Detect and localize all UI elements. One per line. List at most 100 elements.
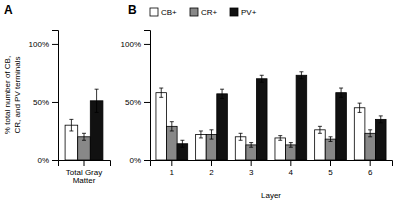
tick-label: 50%: [125, 98, 141, 107]
legend-label: PV+: [241, 8, 257, 17]
tick-label: 5: [328, 168, 333, 177]
tick: 0%: [129, 156, 150, 165]
tick-label: 1: [170, 168, 175, 177]
tick-label: 3: [249, 168, 254, 177]
tick: 0%: [37, 156, 58, 165]
x-axis: 1 2 3 4 5 6: [151, 160, 393, 177]
error-bar: [339, 88, 343, 97]
tick-mark: [211, 160, 212, 166]
bar: [256, 79, 267, 160]
error-bar: [278, 136, 282, 141]
bar: [167, 126, 178, 160]
bar: [315, 130, 326, 160]
tick: 50%: [125, 98, 150, 107]
error-bar: [289, 143, 293, 148]
tick-label: 0%: [129, 156, 141, 165]
tick: 1: [170, 160, 175, 177]
tick: 6: [368, 160, 373, 177]
tick-mark: [144, 160, 150, 161]
tick-label: 100%: [29, 40, 49, 49]
legend-item: CR+: [190, 8, 218, 17]
tick-mark: [144, 102, 150, 103]
axis-line: [59, 161, 111, 167]
legend-label: CB+: [161, 8, 177, 17]
legend-item: CB+: [150, 8, 177, 17]
tick-mark: [290, 160, 291, 166]
legend: CB+ CR+ PV+: [150, 8, 257, 17]
axis-line: [144, 31, 151, 161]
error-bar: [239, 133, 243, 140]
tick: 5: [328, 160, 333, 177]
legend-swatch: [230, 8, 238, 16]
chart: 0%50%100%Total GrayMatterA% total number…: [0, 0, 400, 212]
tick: Total GrayMatter: [66, 160, 102, 185]
legend-swatch: [150, 8, 158, 16]
error-bar: [220, 89, 224, 98]
tick-mark: [370, 160, 371, 166]
bar: [296, 75, 307, 160]
error-bar: [329, 137, 333, 142]
tick-label: 0%: [37, 156, 49, 165]
plot-area: [156, 72, 386, 160]
tick: 100%: [121, 40, 150, 49]
panel: 0% 50% 100% Total GrayMatter A % total number…: [3, 3, 111, 185]
tick-mark: [171, 160, 172, 166]
error-bar: [209, 130, 213, 139]
panel: 0% 50% 100% 1 2 3 4 5 6 B Layer CB+ CR+ PV+: [121, 3, 393, 200]
tick: 4: [289, 160, 294, 177]
tick-label: 50%: [33, 98, 49, 107]
series: [177, 72, 386, 160]
bar: [217, 94, 228, 160]
error-bar: [180, 140, 184, 147]
tick-mark: [52, 160, 58, 161]
error-bar: [199, 131, 203, 138]
tick-label: 100%: [121, 40, 141, 49]
error-bar: [318, 126, 322, 133]
error-bar: [82, 133, 86, 140]
tick: 3: [249, 160, 254, 177]
tick-mark: [52, 102, 58, 103]
error-bar: [299, 72, 303, 79]
x-label: Layer: [261, 191, 281, 200]
tick-mark: [251, 160, 252, 166]
error-bar: [368, 130, 372, 137]
series: [78, 133, 91, 160]
bar: [275, 138, 286, 160]
tick-mark: [52, 44, 58, 45]
error-bar: [159, 88, 163, 97]
tick-mark: [144, 44, 150, 45]
plot-area: [65, 89, 103, 160]
error-bar: [95, 89, 99, 112]
tick-mark: [330, 160, 331, 166]
tick-label: 6: [368, 168, 373, 177]
bar: [336, 93, 347, 160]
error-bar: [358, 103, 362, 112]
axis-line: [151, 161, 393, 167]
legend-item: PV+: [230, 8, 257, 17]
y-axis: 0% 50% 100%: [29, 31, 59, 166]
x-axis: Total GrayMatter: [59, 160, 111, 185]
bar: [375, 119, 386, 160]
tick-label: 2: [209, 168, 214, 177]
error-bar: [260, 75, 264, 82]
error-bar: [170, 122, 174, 131]
bar: [365, 133, 376, 160]
error-bar: [379, 116, 383, 123]
tick: 2: [209, 160, 214, 177]
bar: [354, 108, 365, 160]
y-axis: 0% 50% 100%: [121, 31, 151, 166]
tick-label: Total GrayMatter: [66, 168, 102, 186]
bar: [156, 93, 167, 160]
tick: 50%: [33, 98, 58, 107]
title: A: [4, 3, 13, 17]
tick-label: 4: [289, 168, 294, 177]
legend-swatch: [190, 8, 198, 16]
axis-line: [52, 31, 59, 161]
error-bar: [249, 143, 253, 148]
y-label: % total number of CB,CR, and PV terminal…: [3, 56, 22, 134]
title: B: [128, 3, 137, 17]
legend-label: CR+: [201, 8, 218, 17]
series: [65, 119, 78, 160]
bar: [325, 139, 336, 160]
series: [90, 89, 103, 160]
